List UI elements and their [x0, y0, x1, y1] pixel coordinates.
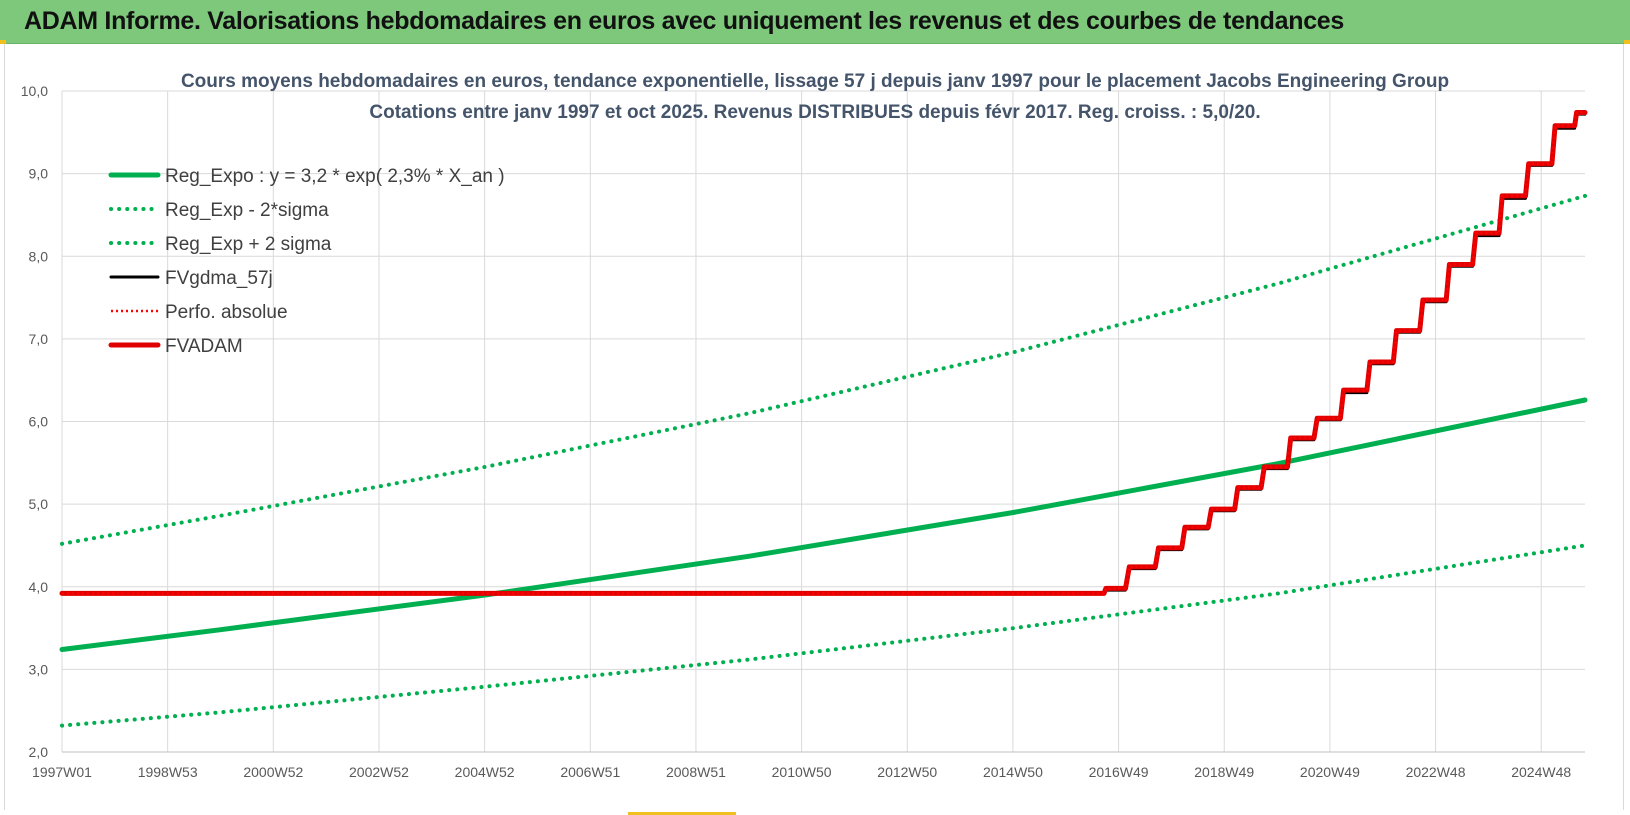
- x-tick-label: 2014W50: [983, 764, 1043, 780]
- series-line: [60, 193, 1587, 546]
- legend: Reg_Expo : y = 3,2 * exp( 2,3% * X_an ) R…: [108, 166, 505, 357]
- corner-mark-left: [0, 40, 6, 44]
- x-tick-label: 2006W51: [560, 764, 620, 780]
- legend-label: FVADAM: [165, 336, 243, 357]
- x-tick-label: 2008W51: [666, 764, 726, 780]
- page-title: ADAM Informe. Valorisations hebdomadaire…: [24, 7, 1345, 35]
- x-tick-label: 2002W52: [349, 764, 409, 780]
- legend-label: Reg_Exp - 2*sigma: [165, 200, 329, 221]
- y-tick-label: 3,0: [29, 661, 49, 677]
- x-tick-label: 2016W49: [1089, 764, 1149, 780]
- x-tick-label: 2020W49: [1300, 764, 1360, 780]
- x-tick-label: 2000W52: [243, 764, 303, 780]
- legend-label: Perfo. absolue: [165, 302, 288, 323]
- y-tick-label: 2,0: [29, 744, 49, 760]
- axes: 2,0 3,0 4,0 5,0 6,0 7,0 8,0 9,0 10,0 1997W01 1998W…: [21, 83, 1585, 780]
- series-line: [60, 543, 1587, 728]
- series-lines: [59, 110, 1588, 728]
- bottom-mark: [628, 812, 736, 815]
- x-tick-label: 2018W49: [1194, 764, 1254, 780]
- legend-label: Reg_Expo : y = 3,2 * exp( 2,3% * X_an ): [165, 166, 505, 187]
- x-tick-label: 2024W48: [1511, 764, 1571, 780]
- chart-title: Cours moyens hebdomadaires en euros, ten…: [181, 71, 1449, 92]
- x-tick-label: 1998W53: [138, 764, 198, 780]
- chart-frame: [4, 44, 1624, 810]
- x-tick-label: 2004W52: [455, 764, 515, 780]
- x-tick-label: 2010W50: [772, 764, 832, 780]
- series-line: [59, 397, 1588, 652]
- y-tick-label: 7,0: [29, 331, 49, 347]
- y-tick-label: 6,0: [29, 414, 49, 430]
- corner-mark-right: [1624, 40, 1630, 44]
- grid: [61, 90, 1585, 753]
- legend-label: Reg_Exp + 2 sigma: [165, 234, 332, 255]
- y-tick-label: 9,0: [29, 166, 49, 182]
- y-tick-label: 10,0: [21, 83, 48, 99]
- chart-subtitle: Cotations entre janv 1997 et oct 2025. R…: [369, 102, 1260, 123]
- header-banner: ADAM Informe. Valorisations hebdomadaire…: [0, 0, 1630, 44]
- x-tick-label: 1997W01: [32, 764, 92, 780]
- series-line: [62, 111, 1585, 595]
- legend-label: FVgdma_57j: [165, 268, 273, 289]
- y-tick-label: 8,0: [29, 248, 49, 264]
- y-tick-label: 5,0: [29, 496, 49, 512]
- x-tick-label: 2022W48: [1406, 764, 1466, 780]
- y-tick-label: 4,0: [29, 579, 49, 595]
- x-tick-label: 2012W50: [877, 764, 937, 780]
